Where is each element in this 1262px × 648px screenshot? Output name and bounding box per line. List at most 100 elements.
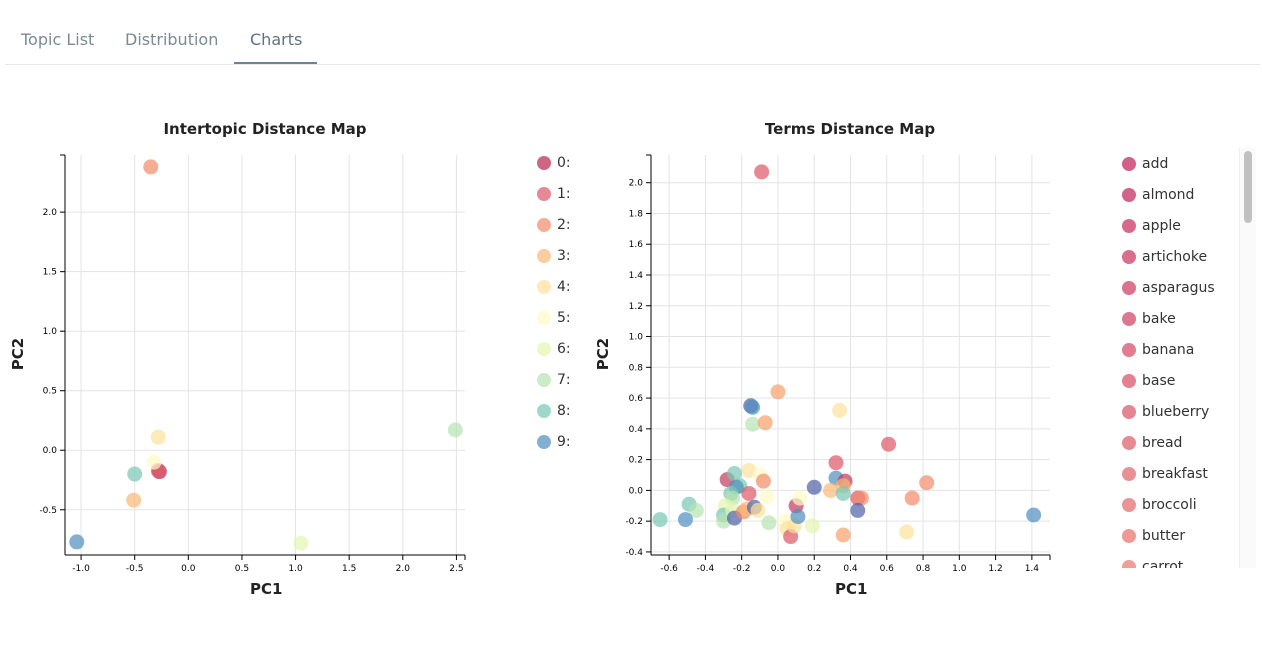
legend-swatch (1122, 219, 1136, 233)
legend-swatch (1122, 188, 1136, 202)
chart2-ytick-label: -0.2 (625, 517, 643, 527)
chart2-point (754, 164, 770, 180)
chart1-legend-item[interactable]: 3: (537, 246, 571, 266)
legend-label: 7: (557, 372, 571, 388)
chart1-legend-item[interactable]: 2: (537, 215, 571, 235)
legend-label: 2: (557, 217, 571, 233)
legend-swatch (537, 156, 551, 170)
chart1-legend-item[interactable]: 4: (537, 277, 571, 297)
legend-label: carrot (1142, 559, 1184, 568)
legend-swatch (1122, 467, 1136, 481)
chart2-point (835, 527, 851, 543)
legend-swatch (537, 435, 551, 449)
chart2-point (881, 436, 897, 452)
legend-label: 4: (557, 279, 571, 295)
chart1-xtick-label: 2.0 (396, 564, 411, 574)
legend-label: breakfast (1142, 466, 1208, 482)
chart2-ytick-label: 0.6 (629, 394, 644, 404)
chart2-ytick-label: 0.0 (629, 486, 644, 496)
legend-swatch (537, 249, 551, 263)
chart2-ytick-label: 1.8 (629, 209, 644, 219)
legend-swatch (1122, 436, 1136, 450)
chart2-xtick-label: 1.0 (952, 564, 967, 574)
chart1-point (143, 159, 159, 175)
chart2-point (904, 490, 920, 506)
chart2-point (745, 416, 761, 432)
chart1-plot: -1.0 -0.5 0.0 0.5 1.0 1.5 2.0 2.5 -0.5 0.0 0.5 1.0 1… (39, 154, 466, 574)
chart2-legend-item[interactable]: broccoli (1122, 495, 1197, 515)
chart1-xtick-label: 1.0 (288, 564, 303, 574)
chart2-xtick-label: -0.2 (733, 564, 751, 574)
chart2-ytick-label: 1.6 (629, 240, 644, 250)
chart2-plot: -0.6 -0.4 -0.2 0.0 0.2 0.4 0.6 0.8 1.0 1.2 1.4 -0.4… (625, 154, 1051, 574)
chart2-legend-item[interactable]: butter (1122, 526, 1185, 546)
tab-topic-list[interactable]: Topic List (21, 30, 95, 49)
chart2-point (828, 455, 844, 471)
legend-swatch (537, 342, 551, 356)
chart2-legend-item[interactable]: artichoke (1122, 247, 1207, 267)
chart2-xtick-label: 0.6 (880, 564, 895, 574)
chart2-point (741, 485, 757, 501)
chart1-legend-item[interactable]: 9: (537, 432, 571, 452)
legend-label: 1: (557, 186, 571, 202)
chart2-xlabel: PC1 (835, 580, 868, 598)
legend-label: base (1142, 373, 1176, 389)
chart2-legend-item[interactable]: blueberry (1122, 402, 1209, 422)
legend-swatch (1122, 498, 1136, 512)
chart2-ytick-label: 0.2 (629, 456, 643, 466)
tab-distribution[interactable]: Distribution (125, 30, 219, 49)
chart2-point (835, 485, 851, 501)
active-tab-indicator (234, 62, 317, 64)
chart2-legend[interactable]: add almond apple artichoke asparagus bake bana… (1110, 150, 1240, 568)
chart2-xtick-label: -0.4 (697, 564, 715, 574)
chart1-xtick-label: 0.5 (235, 564, 249, 574)
chart2-legend-item[interactable]: apple (1122, 216, 1181, 236)
chart1-legend-item[interactable]: 5: (537, 308, 571, 328)
legend-swatch (537, 280, 551, 294)
legend-scrollbar-thumb[interactable] (1244, 151, 1252, 223)
chart2-legend-item[interactable]: carrot (1122, 557, 1183, 568)
legend-label: almond (1142, 187, 1195, 203)
legend-swatch (1122, 560, 1136, 568)
chart2-xtick-label: -0.6 (660, 564, 678, 574)
chart2-point (750, 502, 766, 518)
chart2-legend-item[interactable]: banana (1122, 340, 1194, 360)
chart2-point (759, 489, 775, 505)
chart2-point (919, 475, 935, 491)
chart2-legend-item[interactable]: breakfast (1122, 464, 1208, 484)
chart2-point (1026, 507, 1042, 523)
legend-label: 8: (557, 403, 571, 419)
chart2-ytick-label: 1.0 (629, 333, 644, 343)
chart2-legend-item[interactable]: bread (1122, 433, 1182, 453)
chart2-ytick-label: -0.4 (625, 548, 643, 558)
legend-swatch (537, 218, 551, 232)
chart2-xtick-label: 0.0 (771, 564, 786, 574)
tab-charts[interactable]: Charts (250, 30, 303, 49)
chart2-point (652, 512, 668, 528)
legend-label: butter (1142, 528, 1186, 544)
chart2-point (761, 515, 777, 531)
chart2-point (745, 399, 761, 415)
tab-bar: Topic List Distribution Charts (5, 0, 1260, 65)
legend-label: blueberry (1142, 404, 1210, 420)
chart1-legend-item[interactable]: 8: (537, 401, 571, 421)
chart2-legend-item[interactable]: almond (1122, 185, 1194, 205)
legend-scrollbar[interactable] (1239, 148, 1256, 568)
chart1-legend-item[interactable]: 0: (537, 153, 571, 173)
chart2-legend-item[interactable]: asparagus (1122, 278, 1215, 298)
chart2-xtick-label: 0.2 (807, 564, 821, 574)
chart1-ytick-label: 0.0 (43, 446, 58, 456)
legend-swatch (1122, 529, 1136, 543)
legend-label: banana (1142, 342, 1195, 358)
chart2-point (790, 509, 806, 525)
chart1-legend-item[interactable]: 1: (537, 184, 571, 204)
chart1-legend-item[interactable]: 7: (537, 370, 571, 390)
chart2-legend-item[interactable]: base (1122, 371, 1175, 391)
chart1-legend-item[interactable]: 6: (537, 339, 571, 359)
chart1-ytick-label: 1.5 (43, 268, 57, 278)
chart2-ytick-label: 2.0 (629, 179, 644, 189)
chart2-legend-item[interactable]: add (1122, 154, 1168, 174)
chart2-legend-item[interactable]: bake (1122, 309, 1176, 329)
legend-swatch (1122, 374, 1136, 388)
chart2-point (850, 502, 866, 518)
